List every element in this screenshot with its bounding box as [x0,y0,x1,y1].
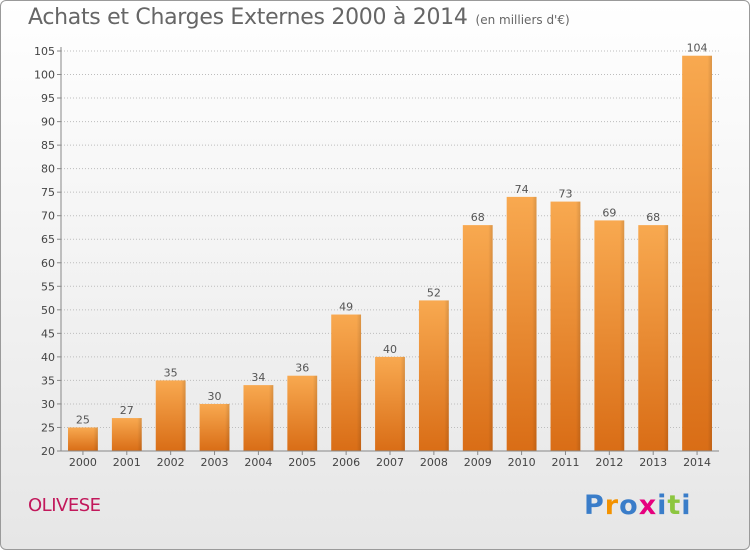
y-tick-label: 95 [41,92,55,105]
bar-shade-2006 [331,314,362,451]
bar-value-labels: 25 27 35 30 34 36 49 40 52 68 74 73 69 68 104 [76,42,708,427]
logo-letter: P [584,490,605,521]
y-tick-label: 105 [34,45,55,58]
x-tick-label-2004: 2004 [244,456,272,469]
y-tick-label: 55 [41,280,55,293]
logo-letter: o [619,490,639,521]
y-tick-label: 70 [41,210,55,223]
y-tick-label: 75 [41,186,55,199]
logo-letter: x [638,490,658,521]
value-label-2012: 69 [602,206,616,219]
x-tick-label-2005: 2005 [288,456,316,469]
x-tick-label-2011: 2011 [551,456,579,469]
x-tick-label-2006: 2006 [332,456,360,469]
y-tick-label: 20 [41,445,55,458]
value-label-2010: 74 [515,183,529,196]
y-tick-label: 45 [41,327,55,340]
value-label-2004: 34 [251,371,265,384]
logo-letter: t [667,490,682,521]
x-tick-label-2007: 2007 [376,456,404,469]
value-label-2009: 68 [471,211,485,224]
chart-unit: (en milliers d'€) [475,13,570,27]
title-text: Achats et Charges Externes 2000 à 2014 [28,5,468,30]
value-label-2011: 73 [558,188,572,201]
x-tick-label-2010: 2010 [508,456,536,469]
x-tick-label-2002: 2002 [157,456,185,469]
y-tick-label: 35 [41,374,55,387]
logo-letter: r [604,490,620,521]
value-label-2008: 52 [427,286,441,299]
bar-shade-2008 [418,300,449,451]
value-label-2002: 35 [164,366,178,379]
x-tick-label-2012: 2012 [595,456,623,469]
value-label-2006: 49 [339,301,353,314]
x-tick-label-2014: 2014 [683,456,711,469]
chart-title: Achats et Charges Externes 2000 à 2014 (e… [28,5,570,30]
logo-letter: i [657,490,668,521]
y-tick-label: 85 [41,139,55,152]
commune-name: OLIVESE [28,495,101,516]
value-label-2000: 25 [76,413,90,426]
bar-shade-2000 [68,427,98,451]
axes: 20 25 30 35 40 45 50 55 60 65 70 75 80 85 90 95 100 105 20… [34,45,719,469]
value-label-2005: 36 [295,362,309,375]
bar-shade-2007 [375,356,405,451]
value-label-2001: 27 [120,404,134,417]
x-tick-label-2003: 2003 [201,456,229,469]
bar-shade-2011 [550,201,581,451]
bar-shade-2013 [638,225,669,451]
proxiti-logo: Proxiti [584,490,692,521]
y-tick-label: 30 [41,398,55,411]
x-tick-label-2013: 2013 [639,456,667,469]
y-tick-label: 65 [41,233,55,246]
y-tick-label: 90 [41,116,55,129]
value-label-2003: 30 [208,390,222,403]
bar-shade-2001 [111,418,142,451]
y-tick-label: 50 [41,304,55,317]
bar-shade-2002 [155,380,186,451]
x-tick-label-2000: 2000 [69,456,97,469]
y-tick-label: 80 [41,163,55,176]
y-tick-label: 60 [41,257,55,270]
bar-shade-2010 [506,196,537,451]
bars [68,55,712,452]
x-tick-label-2001: 2001 [113,456,141,469]
y-tick-label: 40 [41,351,55,364]
value-label-2007: 40 [383,343,397,356]
x-tick-label-2008: 2008 [420,456,448,469]
bar-shade-2014 [682,55,712,452]
bar-shade-2009 [462,225,493,451]
bar-shade-2003 [199,403,230,451]
bar-shade-2004 [243,385,274,451]
value-label-2014: 104 [687,42,708,55]
y-tick-label: 25 [41,421,55,434]
x-tick-label-2009: 2009 [464,456,492,469]
bar-shade-2005 [287,375,318,451]
logo-letter: i [681,490,692,521]
value-label-2013: 68 [646,211,660,224]
y-tick-label: 100 [34,69,55,82]
bar-shade-2012 [594,220,625,451]
